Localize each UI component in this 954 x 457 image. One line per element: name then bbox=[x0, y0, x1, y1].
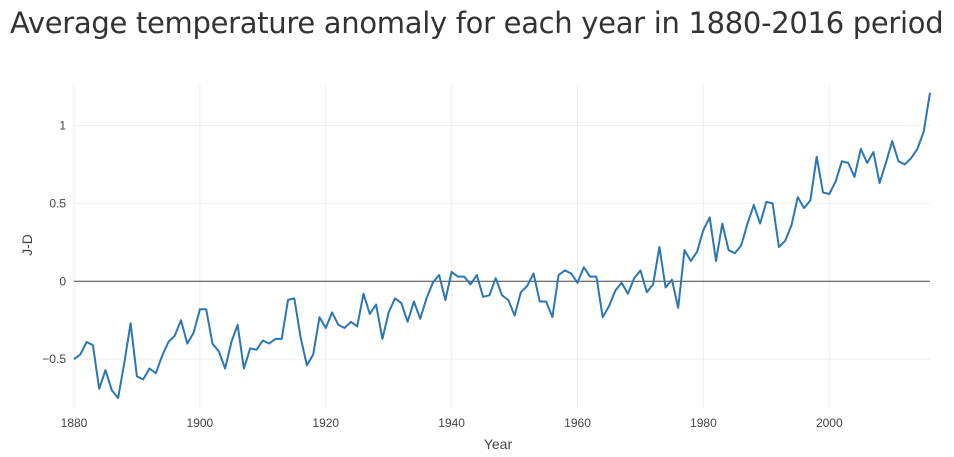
y-tick-labels: −0.5 0 0.5 1 bbox=[42, 119, 66, 367]
x-tick-label: 1940 bbox=[438, 416, 465, 430]
x-axis-title: Year bbox=[484, 436, 513, 452]
y-gridlines bbox=[74, 125, 930, 360]
x-tick-label: 1920 bbox=[312, 416, 339, 430]
x-tick-label: 1980 bbox=[690, 416, 717, 430]
y-tick-label: 0 bbox=[59, 274, 66, 288]
x-gridlines bbox=[73, 85, 830, 409]
series-line-j-d[interactable] bbox=[73, 92, 931, 400]
chart-title: Average temperature anomaly for each yea… bbox=[10, 6, 944, 40]
x-tick-label: 1900 bbox=[187, 416, 214, 430]
x-tick-label: 2000 bbox=[816, 416, 843, 430]
x-tick-labels: 1880 1900 1920 1940 1960 1980 2000 bbox=[61, 416, 843, 430]
x-tick-label: 1880 bbox=[61, 416, 88, 430]
y-tick-label: −0.5 bbox=[42, 352, 66, 366]
y-tick-label: 1 bbox=[59, 119, 66, 133]
x-tick-label: 1960 bbox=[564, 416, 591, 430]
y-tick-label: 0.5 bbox=[49, 196, 66, 210]
y-axis-title: J-D bbox=[19, 234, 35, 256]
